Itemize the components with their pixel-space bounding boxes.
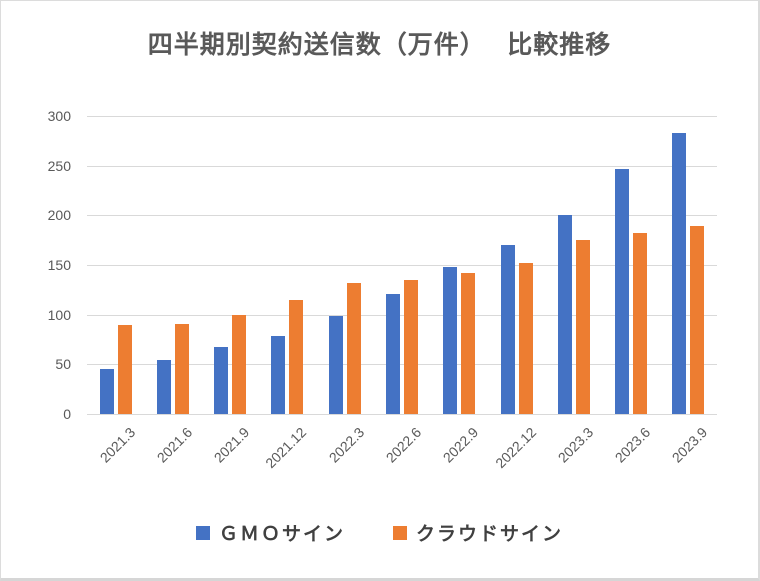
gridline-200 (87, 215, 717, 217)
y-tick-label-50: 50 (55, 356, 71, 373)
gridline-0 (87, 414, 717, 415)
x-tick-label-text: 2022.6 (382, 424, 425, 466)
x-tick-label-text: 2021.6 (153, 424, 196, 466)
bar-gmo-sign-2021.9 (214, 347, 229, 414)
legend-label-gmo-sign: ＧＭＯサイン (218, 524, 345, 545)
x-tick-label-text: 2023.6 (611, 424, 654, 466)
y-tick-label-200: 200 (47, 207, 71, 224)
y-tick-label-300: 300 (47, 108, 71, 124)
bar-gmo-sign-2021.12 (271, 335, 286, 414)
y-tick-label-150: 150 (47, 257, 71, 273)
bar-gmo-sign-2022.12 (500, 245, 515, 414)
x-tick-label-text: 2023.9 (669, 424, 711, 466)
legend-item-gmo-sign: ＧＭＯサイン (195, 519, 345, 546)
gmo-sign-swatch-icon (195, 525, 210, 540)
bar-gmo-sign-2021.3 (99, 369, 114, 414)
x-tick-label-text: 2021.3 (96, 424, 138, 466)
gridline-300 (87, 116, 717, 117)
cloudsign-swatch-icon (393, 525, 407, 540)
legend: ＧＭＯサイン クラウドサイン (1, 519, 758, 546)
bar-cloudsign-2023.6 (633, 233, 648, 414)
gridline-100 (87, 314, 717, 316)
bar-gmo-sign-2021.6 (156, 360, 171, 414)
x-tick-label-text: 2022.3 (325, 424, 368, 466)
y-tick-label-0: 0 (63, 406, 71, 422)
legend-item-cloudsign: クラウドサイン (393, 519, 563, 546)
bar-cloudsign-2021.6 (174, 323, 189, 414)
bar-cloudsign-2021.12 (289, 299, 304, 414)
y-tick-label-100: 100 (47, 306, 71, 323)
bar-cloudsign-2023.3 (575, 240, 590, 414)
legend-label-cloudsign: クラウドサイン (416, 524, 564, 545)
gridline-50 (87, 364, 717, 366)
x-tick-label-text: 2023.3 (554, 424, 597, 466)
bar-gmo-sign-2022.3 (328, 315, 343, 414)
bar-cloudsign-2022.12 (518, 263, 533, 414)
gridline-250 (87, 165, 717, 167)
x-tick-label-text: 2021.12 (262, 424, 310, 472)
y-tick-label-250: 250 (47, 157, 71, 174)
x-tick-label-text: 2022.9 (439, 424, 482, 466)
bar-cloudsign-2021.9 (232, 314, 247, 414)
plot-area: 0 50 100 150 200 250 300 2021.3 2021.6 2021.9 2021… (48, 108, 717, 471)
bar-cloudsign-2022.3 (346, 282, 361, 414)
bar-gmo-sign-2023.3 (557, 215, 572, 414)
bar-gmo-sign-2023.6 (615, 168, 630, 414)
bar-cloudsign-2023.9 (690, 226, 705, 414)
bar-cloudsign-2021.3 (117, 324, 132, 414)
chart-title: 四半期別契約送信数（万件） 比較推移 (147, 31, 612, 59)
x-tick-label-text: 2022.12 (491, 424, 539, 472)
bar-cloudsign-2022.6 (404, 279, 418, 414)
bar-gmo-sign-2022.9 (443, 266, 458, 414)
bar-cloudsign-2022.9 (461, 272, 476, 414)
x-tick-label-text: 2021.9 (210, 424, 253, 466)
gridline-150 (87, 265, 717, 266)
bar-gmo-sign-2023.9 (672, 132, 687, 414)
bar-gmo-sign-2022.6 (386, 293, 400, 414)
